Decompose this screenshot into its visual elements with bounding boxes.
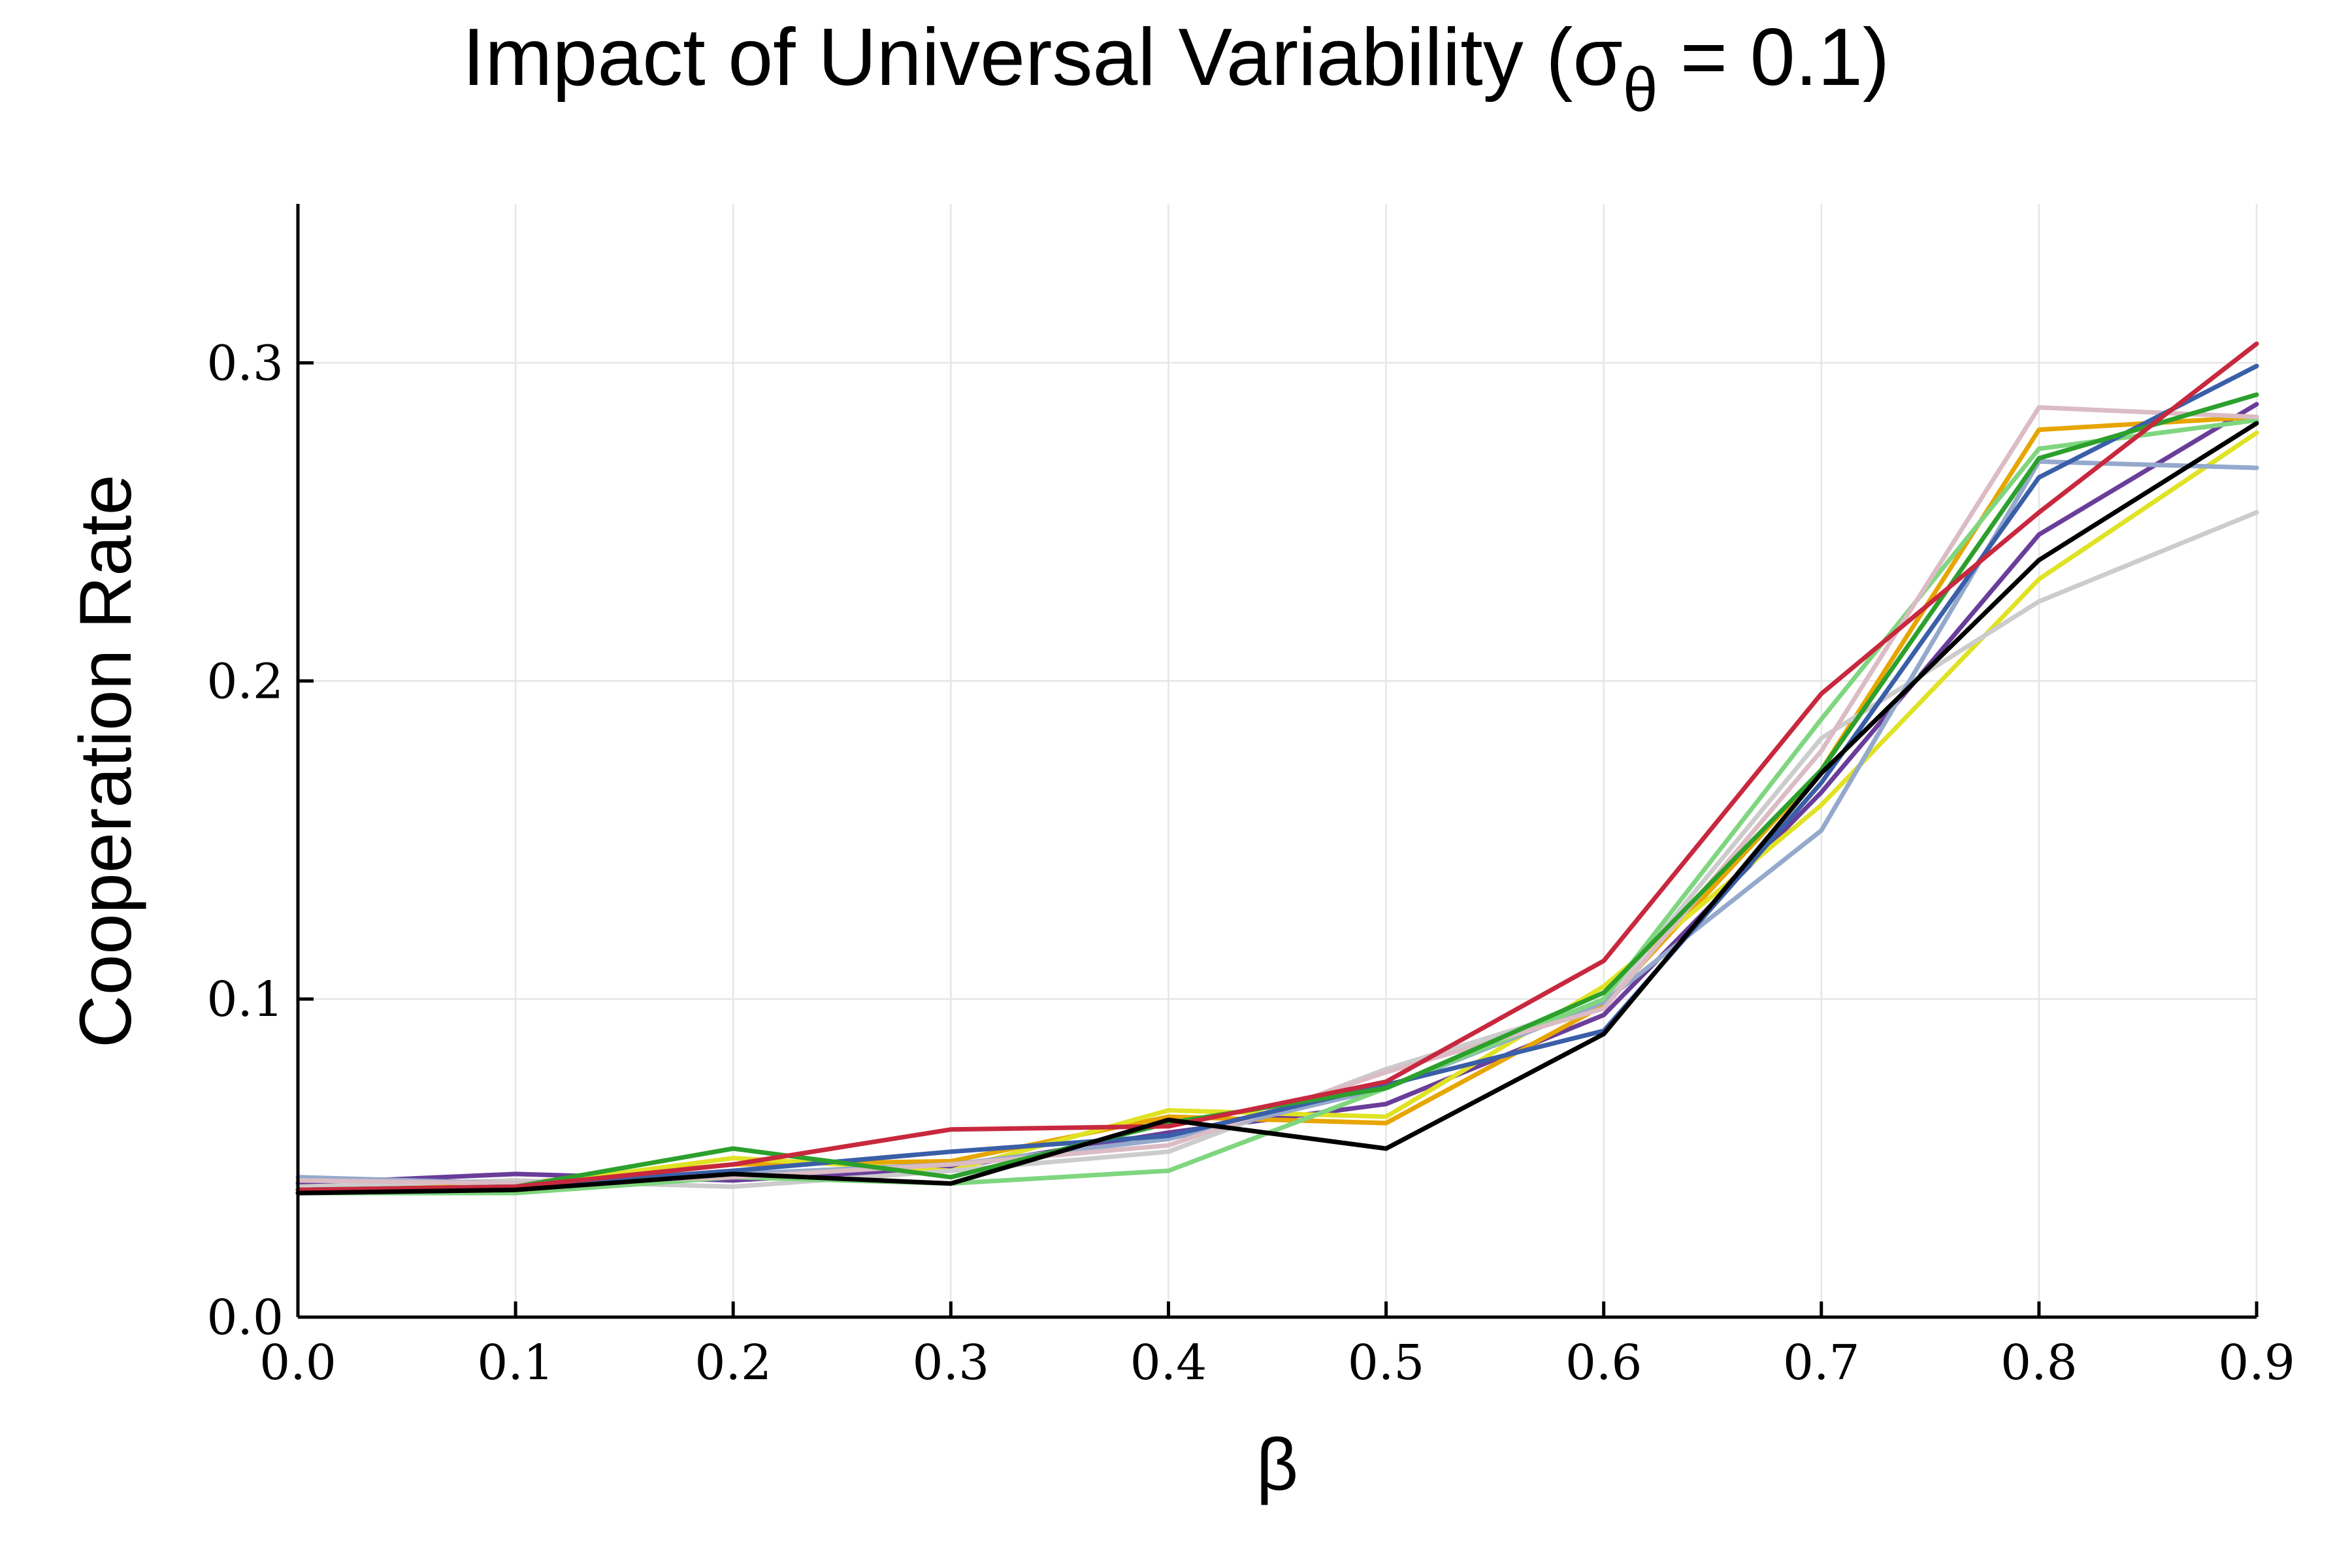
x-axis-label: β <box>1256 1424 1298 1505</box>
series-line-10 <box>295 341 2259 1192</box>
series-line-6 <box>295 417 2259 1196</box>
grid-lines <box>298 204 2258 1317</box>
x-tick-label: 0.4 <box>1130 1335 1207 1391</box>
y-axis-label: Cooperation Rate <box>65 474 146 1048</box>
x-tick-label: 0.5 <box>1348 1335 1425 1391</box>
y-tick-label: 0.3 <box>206 335 284 391</box>
y-tick-label: 0.1 <box>206 972 284 1028</box>
x-tick-label: 0.7 <box>1783 1335 1860 1391</box>
series-layer <box>295 341 2259 1196</box>
chart-title-subscript: θ <box>1623 55 1658 125</box>
axis-ticks: 0.0 0.1 0.2 0.3 0.4 0.5 0.6 0.7 0.8 0.9 0.0 0.1 0.2 0… <box>206 335 2295 1391</box>
x-tick-label: 0.9 <box>2218 1335 2295 1391</box>
chart-title-main: Impact of Universal Variability (σ <box>463 12 1623 103</box>
x-tick-label: 0.3 <box>912 1335 989 1391</box>
y-tick-label: 0.2 <box>206 653 284 710</box>
series-line-8 <box>295 363 2259 1192</box>
y-tick-label: 0.0 <box>206 1290 284 1346</box>
series-line-2 <box>295 414 2259 1192</box>
series-line-9 <box>295 392 2259 1192</box>
series-line-4 <box>295 510 2259 1189</box>
series-line-1 <box>295 402 2259 1186</box>
series-line-11 <box>295 421 2259 1196</box>
x-tick-label: 0.8 <box>2001 1335 2078 1391</box>
x-tick-label: 0.1 <box>477 1335 554 1391</box>
chart-title-end: = 0.1) <box>1658 12 1889 103</box>
x-tick-label: 0.6 <box>1565 1335 1642 1391</box>
x-tick-label: 0.2 <box>694 1335 772 1391</box>
x-tick-label: 0.0 <box>259 1335 336 1391</box>
chart-title: Impact of Universal Variability (σθ = 0.… <box>463 12 1890 125</box>
series-line-7 <box>295 405 2259 1186</box>
